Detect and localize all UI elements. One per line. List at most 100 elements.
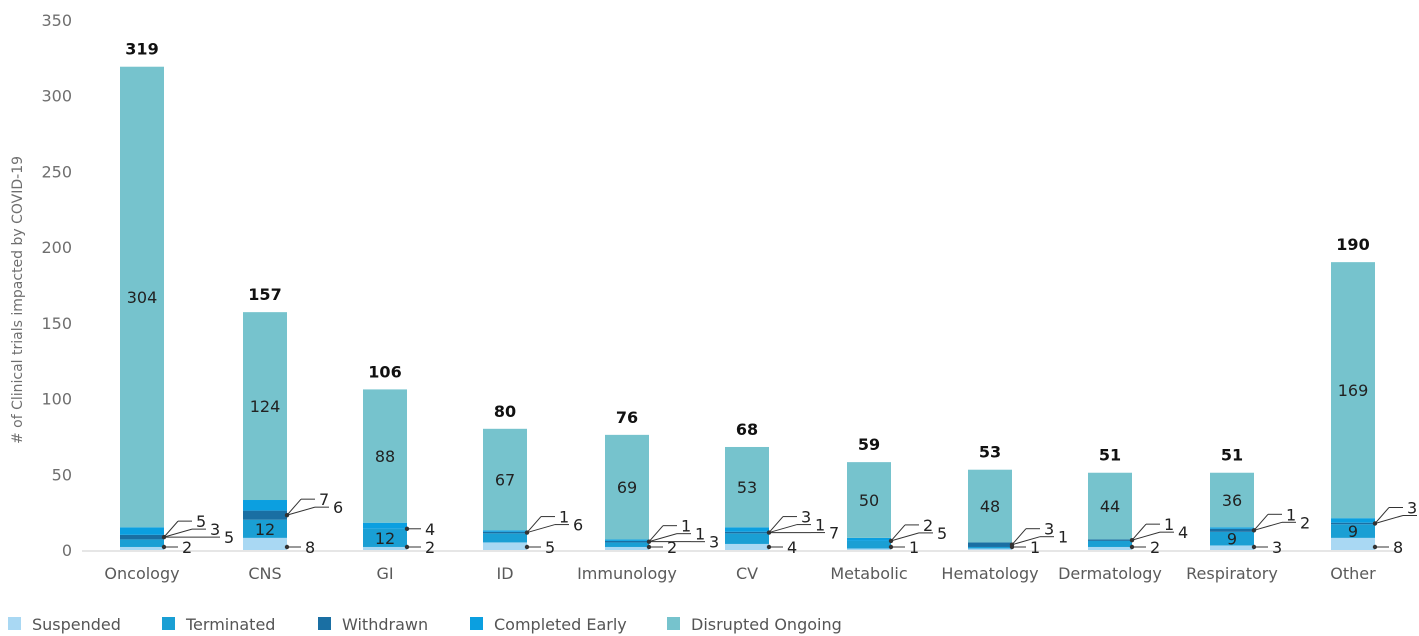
- bar-segment-disrupted-ongoing: [1331, 262, 1375, 519]
- bar-segment-suspended: [1210, 545, 1254, 550]
- bar-segment-disrupted-ongoing: [605, 434, 649, 540]
- callout-label: 3: [210, 520, 220, 539]
- bar-segment-suspended: [243, 537, 287, 550]
- bar-segment-suspended: [363, 546, 407, 550]
- bar-segment-terminated: [1088, 540, 1132, 547]
- x-axis: Oncology CNS GI ID Immunology CV Metabolic Hema…: [104, 564, 1376, 583]
- bar-segment-withdrawn: [120, 534, 164, 540]
- callout-line: [163, 528, 193, 538]
- bar-segment-terminated: [120, 539, 164, 547]
- callout-line: [163, 520, 179, 538]
- bar-segment-suspended: [1331, 537, 1375, 550]
- category-label: CNS: [248, 564, 281, 583]
- bar-segment-completed-early: [483, 530, 527, 532]
- callouts: 25358762451621134317125131214312831: [161, 490, 1417, 557]
- callout-line: [1253, 521, 1283, 531]
- legend-label: Suspended: [32, 615, 121, 634]
- callout-label: 1: [1286, 505, 1296, 524]
- segment-label: 69: [617, 478, 637, 497]
- callout-line: [768, 524, 798, 534]
- callout-line: [890, 532, 920, 542]
- bar-segment-suspended: [605, 546, 649, 550]
- total-label: 80: [494, 402, 516, 421]
- bar-segment-disrupted-ongoing: [243, 312, 287, 501]
- callout-label: 6: [573, 516, 583, 535]
- callout-label: 1: [1058, 528, 1068, 547]
- callout-line: [526, 524, 556, 534]
- total-label: 53: [979, 443, 1001, 462]
- segment-label: 12: [255, 520, 275, 539]
- bar-segment-suspended: [725, 543, 769, 550]
- legend-label: Disrupted Ongoing: [691, 615, 842, 634]
- bar-segment-terminated: [243, 519, 287, 538]
- y-tick-label: 250: [41, 162, 72, 181]
- legend-label: Withdrawn: [342, 615, 428, 634]
- callout-label: 4: [787, 538, 797, 557]
- legend-swatch: [318, 617, 331, 630]
- legend-swatch: [667, 617, 680, 630]
- total-label: 59: [858, 435, 880, 454]
- segment-label: 67: [495, 471, 515, 490]
- bar-segment-terminated: [847, 540, 891, 549]
- total-label: 106: [368, 362, 401, 381]
- category-label: CV: [736, 564, 758, 583]
- bar-segment-withdrawn: [605, 540, 649, 543]
- segment-label: 53: [737, 478, 757, 497]
- segment-label: 9: [1227, 530, 1237, 549]
- callout-line: [1253, 513, 1269, 531]
- y-tick-label: 200: [41, 238, 72, 257]
- callout-label: 1: [909, 538, 919, 557]
- bar-segment-withdrawn: [1331, 522, 1375, 525]
- callout-label: 5: [196, 512, 206, 531]
- callout-label: 2: [425, 538, 435, 557]
- callout-line: [526, 516, 542, 533]
- callout-label: 2: [1300, 513, 1310, 532]
- total-label: 51: [1099, 446, 1121, 465]
- segment-label: 50: [859, 491, 879, 510]
- callout-label: 1: [559, 508, 569, 527]
- y-axis-label: # of Clinical trials impacted by COVID-1…: [10, 156, 26, 444]
- bar-segment-withdrawn: [1210, 528, 1254, 532]
- total-label: 157: [248, 285, 281, 304]
- category-label: Metabolic: [830, 564, 907, 583]
- category-label: Other: [1330, 564, 1376, 583]
- callout-label: 1: [695, 525, 705, 544]
- bar-segment-withdrawn: [725, 531, 769, 534]
- segment-label: 9: [1348, 522, 1358, 541]
- bar-segment-disrupted-ongoing: [120, 66, 164, 528]
- segment-label: 36: [1222, 491, 1242, 510]
- bar-segment-disrupted-ongoing: [1088, 472, 1132, 540]
- total-label: 190: [1336, 235, 1369, 254]
- callout-line: [1374, 507, 1390, 524]
- callout-label: 7: [319, 490, 329, 509]
- callout-line: [1374, 515, 1404, 524]
- callout-label: 3: [709, 533, 719, 552]
- bar-segment-suspended: [120, 546, 164, 550]
- callout-line: [648, 533, 678, 543]
- bar-segment-suspended: [847, 548, 891, 550]
- bar-segment-terminated: [483, 533, 527, 543]
- category-label: Dermatology: [1058, 564, 1162, 583]
- callout-label: 2: [923, 516, 933, 535]
- callout-label: 8: [1393, 538, 1403, 557]
- callout-label: 2: [182, 538, 192, 557]
- y-tick-label: 300: [41, 87, 72, 106]
- callout-line: [768, 516, 784, 533]
- legend-swatch: [470, 617, 483, 630]
- bar-segment-completed-early: [605, 539, 649, 541]
- bar-segment-terminated: [1331, 524, 1375, 538]
- bar-segment-disrupted-ongoing: [968, 469, 1012, 543]
- legend-label: Terminated: [185, 615, 275, 634]
- callout-line: [1131, 523, 1147, 541]
- bar-segment-withdrawn: [1088, 539, 1132, 541]
- callout-label: 1: [815, 516, 825, 535]
- bar-segment-disrupted-ongoing: [725, 446, 769, 528]
- y-tick-label: 100: [41, 390, 72, 409]
- callout-label: 2: [1150, 538, 1160, 557]
- total-label: 51: [1221, 446, 1243, 465]
- bar-segment-completed-early: [363, 522, 407, 529]
- category-label: ID: [496, 564, 513, 583]
- callout-label: 3: [1044, 520, 1054, 539]
- category-label: Respiratory: [1186, 564, 1278, 583]
- legend-swatch: [162, 617, 175, 630]
